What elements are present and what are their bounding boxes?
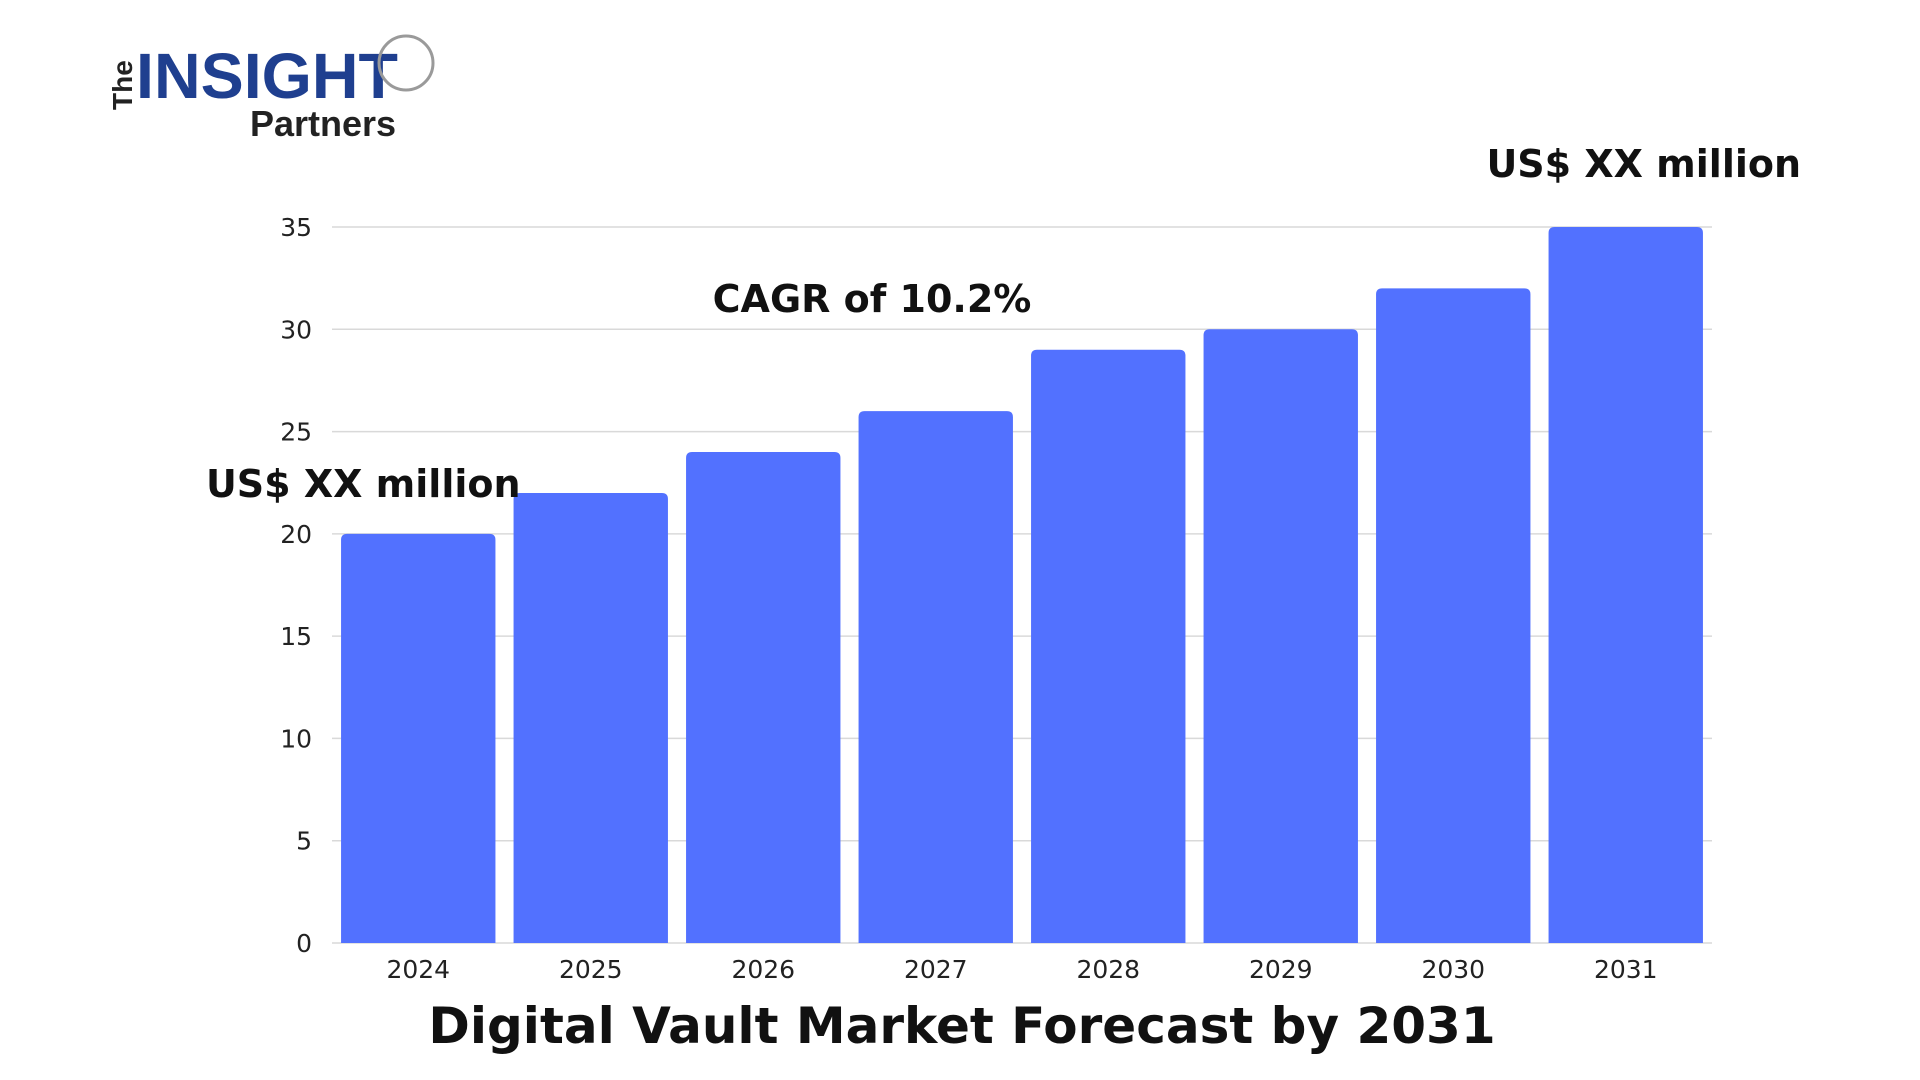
bar-2030 (1376, 288, 1531, 943)
y-tick-label: 20 (280, 520, 312, 549)
x-tick-label: 2031 (1594, 955, 1658, 984)
x-tick-label: 2027 (904, 955, 968, 984)
x-tick-label: 2024 (386, 955, 450, 984)
bars (341, 227, 1703, 944)
x-tick-label: 2028 (1076, 955, 1140, 984)
annotation-label: CAGR of 10.2% (713, 277, 1032, 321)
x-tick-label: 2029 (1249, 955, 1313, 984)
y-tick-label: 0 (296, 929, 312, 958)
logo-insight-text: INSIGHT (136, 40, 398, 112)
x-axis-ticks: 2024 2025 2026 2027 2028 2029 2030 2031 (386, 955, 1657, 984)
x-tick-label: 2025 (559, 955, 623, 984)
y-tick-label: 5 (296, 827, 312, 856)
bar-2027 (858, 411, 1013, 944)
y-axis-ticks: 0 5 10 15 20 25 30 35 (280, 213, 312, 958)
y-tick-label: 15 (280, 622, 312, 651)
y-tick-label: 30 (280, 315, 312, 344)
x-tick-label: 2026 (731, 955, 795, 984)
annotation-label: US$ XX million (206, 462, 521, 506)
y-tick-label: 35 (280, 213, 312, 242)
the-insight-partners-logo: The INSIGHT Partners (107, 34, 435, 144)
logo-the-text: The (107, 60, 138, 110)
bar-2025 (513, 492, 668, 943)
y-tick-label: 25 (280, 418, 312, 447)
y-tick-label: 10 (280, 724, 312, 753)
x-tick-label: 2030 (1421, 955, 1485, 984)
bar-2024 (341, 533, 496, 943)
chart-title: Digital Vault Market Forecast by 2031 (428, 997, 1495, 1055)
bar-2026 (686, 452, 841, 943)
bar-2028 (1031, 349, 1186, 943)
logo-magnifier-ring-icon (377, 34, 435, 92)
bar-2031 (1548, 227, 1703, 943)
logo-partners-text: Partners (250, 103, 396, 144)
bar-2029 (1203, 329, 1358, 943)
annotation-label: US$ XX million (1486, 142, 1801, 186)
annotations: US$ XX million CAGR of 10.2% US$ XX millio… (206, 142, 1801, 506)
